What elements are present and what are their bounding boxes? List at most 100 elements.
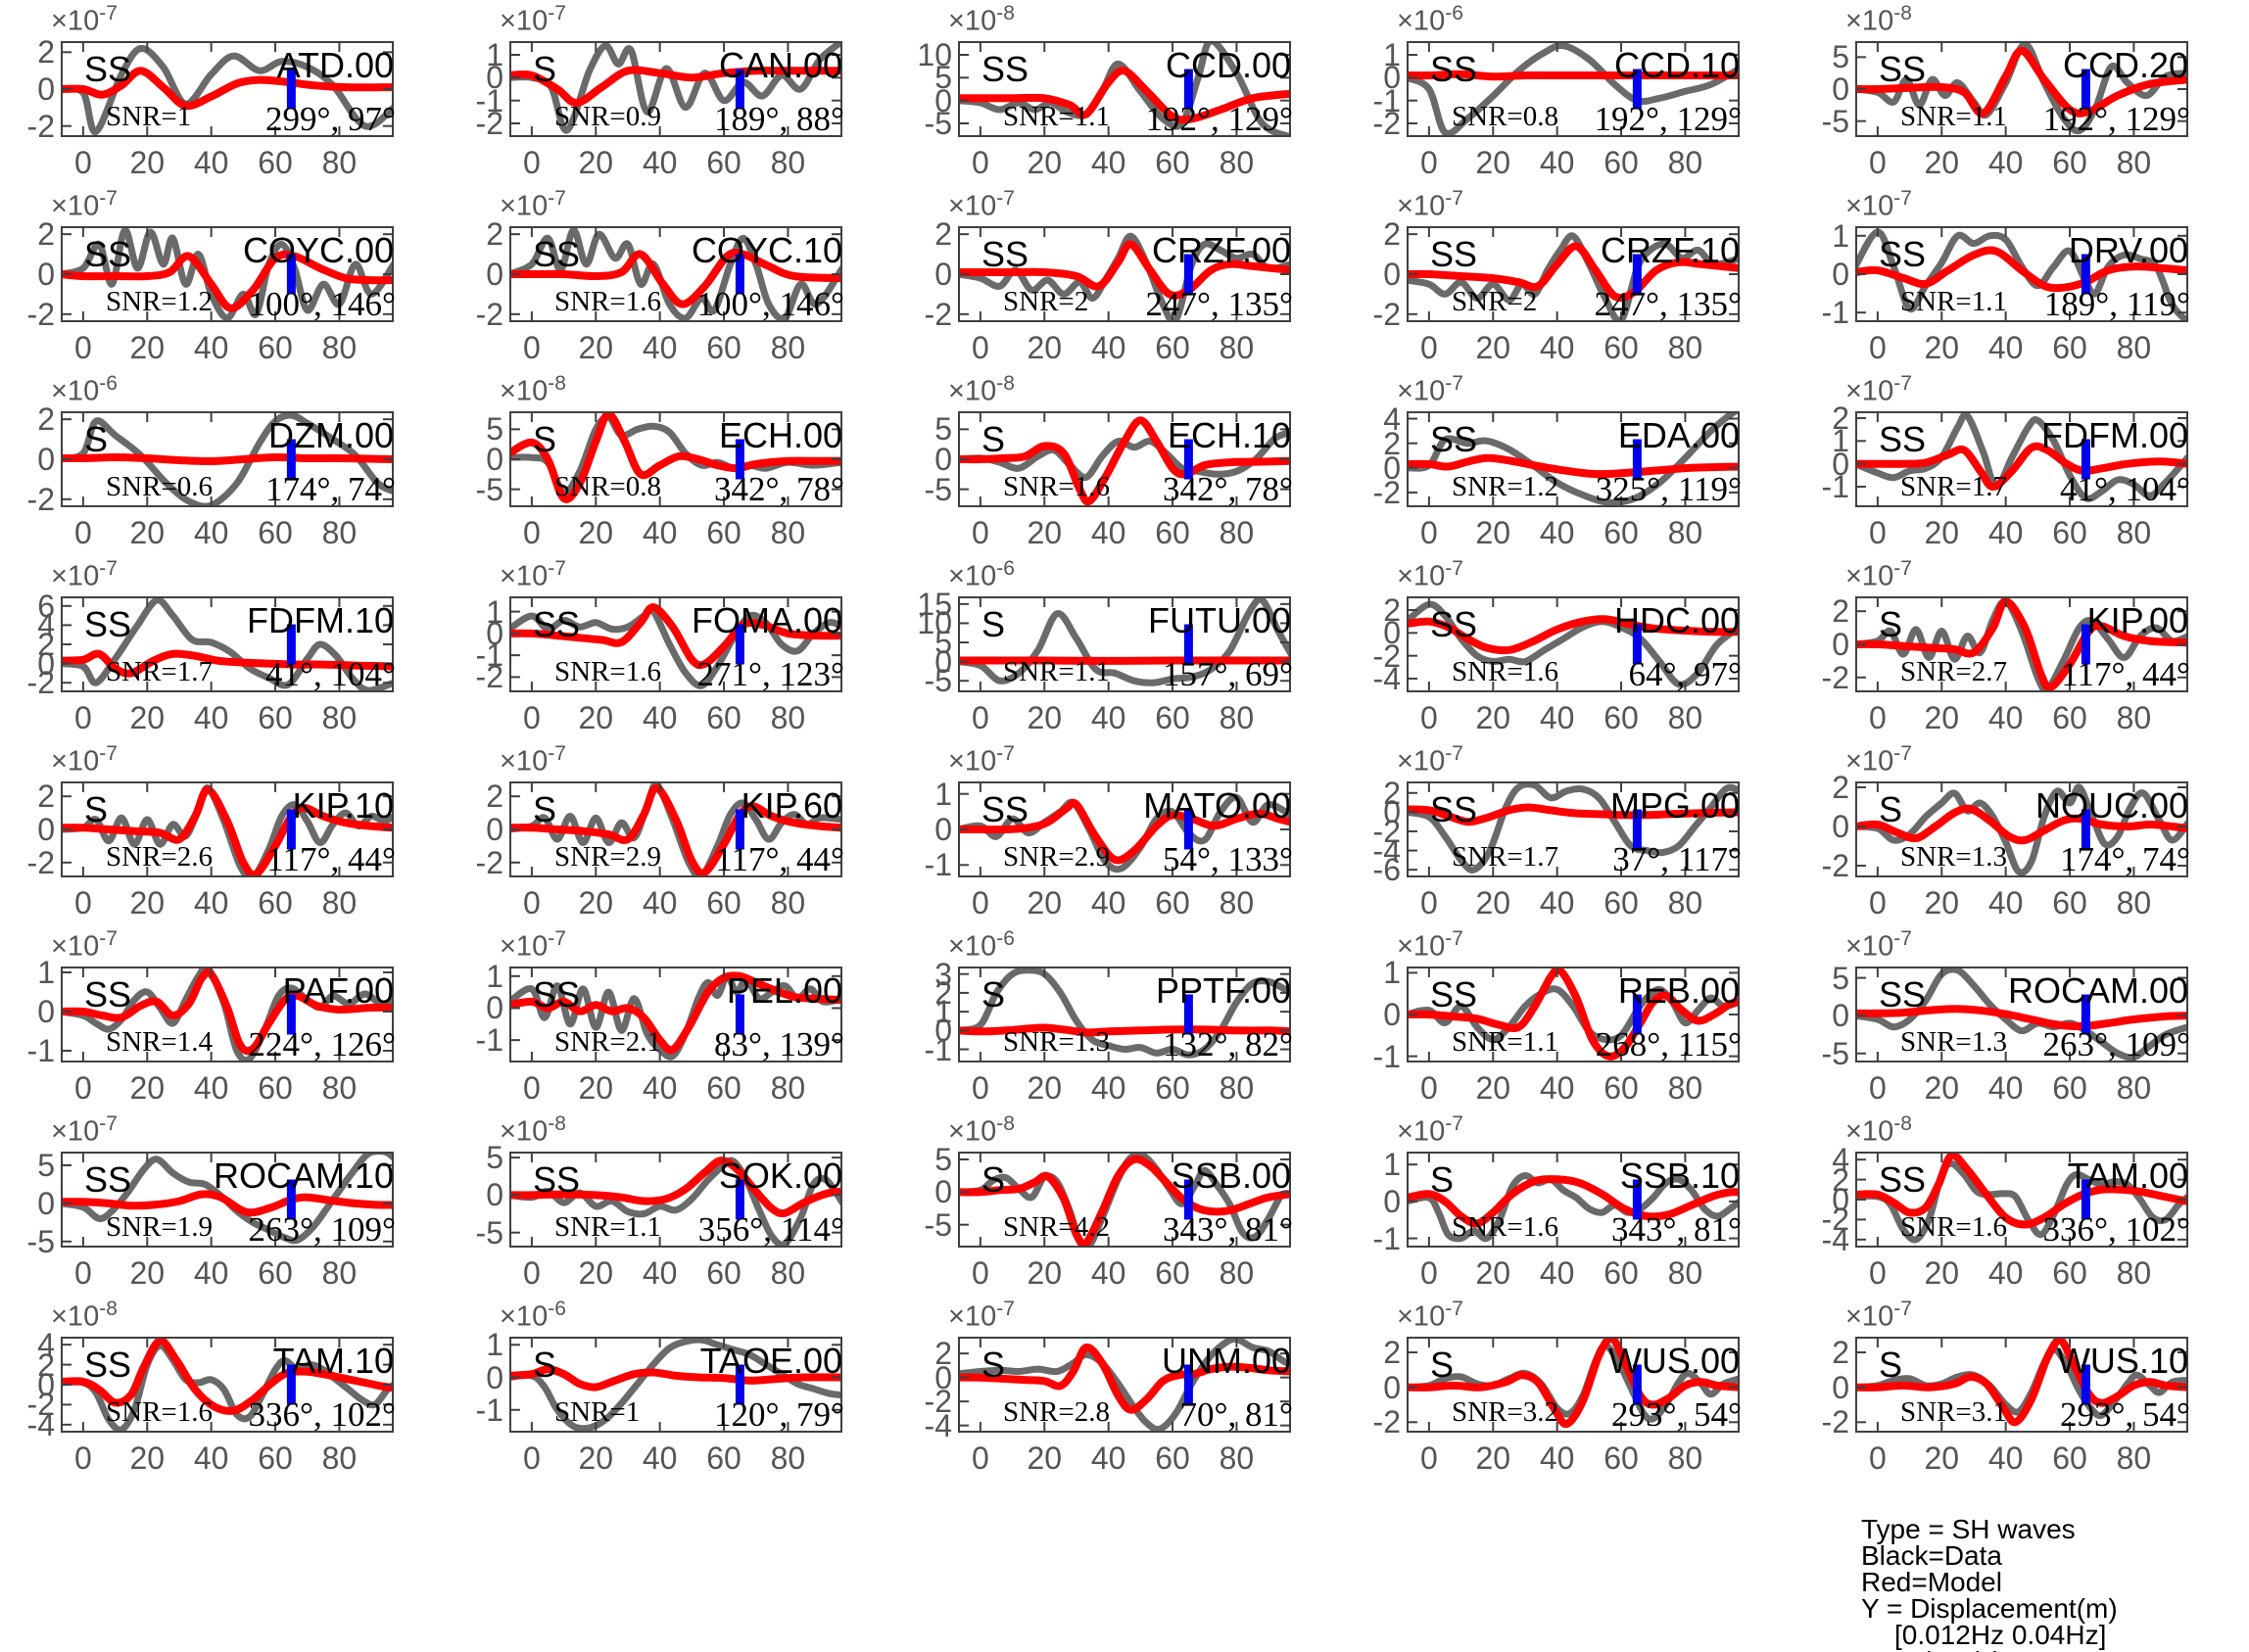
waveform-plot bbox=[61, 781, 394, 877]
subplot-PAF.00: ×10-7 1 0 -1 0 20 40 60 80 SS PAF.00 SNR=1.4 224°, 1… bbox=[27, 927, 396, 1106]
snr-label: SNR=1.2 bbox=[106, 286, 214, 317]
model-trace bbox=[1407, 1337, 1740, 1429]
time-alignment-marker bbox=[286, 439, 296, 480]
time-alignment-marker bbox=[1632, 439, 1642, 480]
y-tick-label: 1 bbox=[486, 1327, 503, 1363]
y-tick-label: 2 bbox=[37, 779, 55, 815]
x-tick-label: 40 bbox=[1539, 515, 1575, 550]
subplot-SSB.10: ×10-7 1 0 -1 0 20 40 60 80 S SSB.10 SNR=1.6 343°, 81… bbox=[1373, 1112, 1742, 1291]
y-tick-label: 0 bbox=[934, 257, 952, 292]
station-label: COYC.10 bbox=[691, 230, 842, 270]
y-tick-label: 4 bbox=[37, 607, 55, 643]
time-alignment-marker bbox=[735, 1179, 744, 1220]
x-tick-label: 80 bbox=[770, 700, 806, 735]
phase-label: S bbox=[981, 604, 1006, 644]
waveform-plot bbox=[509, 226, 842, 322]
waveform-plot bbox=[1407, 596, 1740, 692]
y-tick-label: 0 bbox=[1383, 794, 1401, 830]
x-tick-label: 80 bbox=[770, 1255, 806, 1291]
subplot-WUS.00: ×10-7 2 0 -2 0 20 40 60 80 S WUS.00 SNR=3.2 293°, 54… bbox=[1373, 1298, 1742, 1476]
y-tick-label: -2 bbox=[1372, 813, 1401, 849]
y-tick-label: 5 bbox=[37, 1148, 55, 1183]
waveform-plot bbox=[61, 226, 394, 322]
y-tick-label: -5 bbox=[924, 106, 952, 141]
x-tick-label: 0 bbox=[522, 515, 541, 550]
waveform-plot bbox=[509, 781, 842, 877]
y-tick-label: 2 bbox=[1832, 1161, 1849, 1198]
station-label: COYC.00 bbox=[242, 230, 394, 270]
data-trace bbox=[958, 793, 1291, 873]
x-tick-label: 40 bbox=[642, 885, 678, 920]
x-tick-label: 20 bbox=[1027, 330, 1063, 365]
waveform-plot bbox=[61, 41, 394, 137]
x-tick-label: 60 bbox=[706, 1070, 742, 1106]
waveform-plot bbox=[1407, 781, 1740, 877]
snr-label: SNR=1.1 bbox=[554, 1211, 662, 1243]
x-tick-label: 80 bbox=[1219, 330, 1255, 365]
azimuth-takeoff-label: 189°, 88° bbox=[714, 100, 844, 138]
snr-label: SNR=1.3 bbox=[1900, 1026, 2008, 1058]
x-tick-label: 60 bbox=[1155, 1255, 1190, 1291]
station-label: FUTU.00 bbox=[1147, 600, 1291, 640]
station-label: CAN.00 bbox=[718, 45, 842, 85]
azimuth-takeoff-label: 343°, 81° bbox=[1163, 1210, 1293, 1249]
y-tick-label: -1 bbox=[475, 82, 503, 118]
azimuth-takeoff-label: 356°, 114° bbox=[697, 1210, 844, 1249]
snr-label: SNR=2.1 bbox=[554, 1026, 662, 1058]
x-tick-label: 40 bbox=[193, 1255, 229, 1291]
azimuth-takeoff-label: 174°, 74° bbox=[265, 470, 396, 508]
phase-label: SS bbox=[1430, 234, 1478, 274]
waveform-plot bbox=[1855, 1337, 2188, 1433]
y-tick-label: -1 bbox=[1821, 295, 1849, 331]
phase-label: SS bbox=[1879, 974, 1927, 1015]
data-trace bbox=[61, 411, 394, 507]
azimuth-takeoff-label: 83°, 139° bbox=[714, 1025, 844, 1063]
x-tick-label: 80 bbox=[2116, 700, 2152, 735]
x-tick-label: 60 bbox=[258, 1070, 293, 1106]
y-tick-label: 0 bbox=[934, 643, 952, 680]
subplot-CCD.10: ×10-6 1 0 -1 -2 0 20 40 60 80 SS CCD.10 SNR=0.8 192°,… bbox=[1373, 2, 1742, 180]
waveform-plot bbox=[61, 596, 394, 692]
subplot-MPG.00: ×10-7 2 0 -2 -4 -6 0 20 40 60 80 SS MPG.00 SNR=1.7 37°… bbox=[1373, 742, 1742, 920]
azimuth-takeoff-label: 117°, 44° bbox=[2061, 655, 2190, 693]
x-tick-label: 40 bbox=[1090, 885, 1126, 920]
phase-label: S bbox=[981, 974, 1006, 1015]
y-tick-label: 0 bbox=[37, 442, 55, 477]
y-exponent-label: ×10-7 bbox=[1397, 742, 1463, 778]
y-tick-label: 5 bbox=[934, 60, 952, 96]
time-alignment-marker bbox=[2081, 439, 2090, 480]
phase-label: SS bbox=[1879, 49, 1927, 89]
x-tick-label: 80 bbox=[321, 1070, 358, 1106]
x-tick-label: 20 bbox=[1475, 330, 1511, 365]
y-tick-label: -5 bbox=[924, 1206, 952, 1243]
time-alignment-marker bbox=[735, 994, 744, 1035]
x-tick-label: 0 bbox=[522, 1440, 541, 1476]
snr-label: SNR=1.6 bbox=[1003, 471, 1111, 502]
waveform-plot bbox=[61, 967, 394, 1062]
x-tick-label: 80 bbox=[770, 1440, 806, 1476]
station-label: KIP.00 bbox=[2086, 600, 2188, 640]
azimuth-takeoff-label: 263°, 109° bbox=[2042, 1025, 2191, 1063]
x-tick-label: 40 bbox=[1987, 1255, 2024, 1291]
y-tick-label: 0 bbox=[1383, 1369, 1401, 1405]
model-trace bbox=[61, 649, 394, 678]
x-tick-label: 0 bbox=[1419, 1070, 1438, 1106]
time-alignment-marker bbox=[1183, 994, 1193, 1035]
phase-label: SS bbox=[1879, 419, 1927, 459]
subplot-WUS.10: ×10-7 2 0 -2 0 20 40 60 80 S WUS.10 SNR=3.1 293°, 54… bbox=[1822, 1298, 2190, 1476]
y-exponent-label: ×10-7 bbox=[1845, 557, 1912, 592]
snr-label: SNR=1.3 bbox=[1003, 1026, 1111, 1058]
model-trace bbox=[1855, 597, 2188, 692]
y-tick-label: 2 bbox=[1832, 401, 1849, 436]
y-tick-label: -1 bbox=[924, 1031, 952, 1067]
model-trace bbox=[509, 1365, 842, 1392]
y-tick-label: -5 bbox=[475, 1214, 503, 1251]
model-trace bbox=[958, 1023, 1291, 1037]
model-trace bbox=[1407, 1175, 1740, 1228]
y-exponent-label: ×10-8 bbox=[948, 2, 1015, 37]
x-tick-label: 60 bbox=[2052, 885, 2087, 920]
y-exponent-label: ×10-7 bbox=[1397, 1112, 1463, 1148]
phase-label: SS bbox=[84, 974, 132, 1015]
y-tick-label: -2 bbox=[475, 844, 503, 880]
y-tick-label: -5 bbox=[1821, 1035, 1849, 1071]
